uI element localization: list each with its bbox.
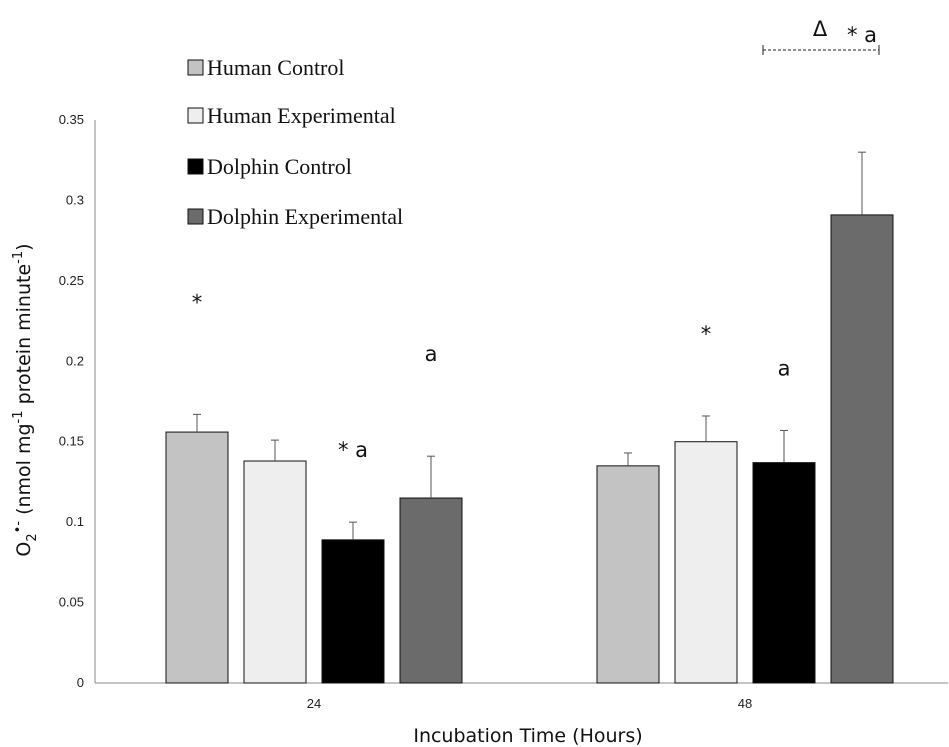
annotation-label: *	[701, 322, 712, 346]
y-title-sup1: -1	[11, 410, 26, 423]
legend-label: Dolphin Experimental	[207, 204, 403, 229]
bar-dolphin-control-24	[321, 539, 385, 684]
bar-human-control-48	[596, 465, 660, 684]
legend: Human Control Human Experimental Dolphin C…	[187, 55, 403, 229]
legend-swatch	[187, 158, 204, 175]
y-title-o: O	[13, 542, 35, 557]
y-tick-label: 0	[77, 675, 84, 690]
bar-human-experimental-48	[674, 441, 738, 684]
delta-bracket: Δ	[762, 17, 880, 55]
bar-dolphin-experimental-48	[830, 214, 894, 684]
x-tick-label-24: 24	[307, 696, 321, 711]
legend-label: Dolphin Control	[207, 154, 352, 179]
y-title-radical: •-	[11, 521, 26, 534]
y-title-close: )	[13, 243, 35, 250]
annotations: * * a a * a * a	[192, 23, 877, 462]
bars	[165, 214, 894, 684]
annotation-label: *	[192, 290, 203, 314]
y-title-sup2: -1	[11, 251, 26, 264]
legend-swatch	[187, 208, 204, 225]
y-tick-label: 0.1	[66, 514, 84, 529]
y-tick-label: 0.3	[66, 192, 84, 207]
y-tick-labels: 0 0.05 0.1 0.15 0.2 0.25 0.3 0.35	[59, 112, 84, 690]
legend-swatch	[187, 107, 204, 124]
bar-human-experimental-24	[243, 460, 307, 684]
annotation-label: a	[778, 356, 791, 380]
annotation-label: a	[425, 342, 438, 366]
bar-dolphin-experimental-24	[399, 497, 463, 684]
bar-human-control-24	[165, 431, 229, 684]
delta-symbol: Δ	[813, 17, 828, 41]
y-tick-label: 0.35	[59, 112, 84, 127]
y-tick-label: 0.2	[66, 353, 84, 368]
y-title-sub: 2	[25, 533, 40, 541]
y-tick-label: 0.25	[59, 273, 84, 288]
x-tick-labels: 24 48	[307, 696, 752, 711]
legend-swatch	[187, 59, 204, 76]
y-tick-label: 0.05	[59, 595, 84, 610]
legend-label: Human Control	[207, 55, 345, 80]
error-bars	[193, 151, 866, 540]
y-tick-label: 0.15	[59, 434, 84, 449]
annotation-label: * a	[338, 438, 368, 462]
bar-dolphin-control-48	[752, 462, 816, 684]
y-axis-title: O2•- (nmol mg-1 protein minute-1)	[11, 243, 40, 556]
y-title-rest2: protein minute	[13, 264, 35, 411]
legend-label: Human Experimental	[207, 103, 396, 128]
x-axis-title: Incubation Time (Hours)	[413, 725, 642, 747]
annotation-label: * a	[847, 23, 877, 47]
y-title-rest1: (nmol mg	[13, 423, 35, 521]
x-tick-label-48: 48	[738, 696, 752, 711]
